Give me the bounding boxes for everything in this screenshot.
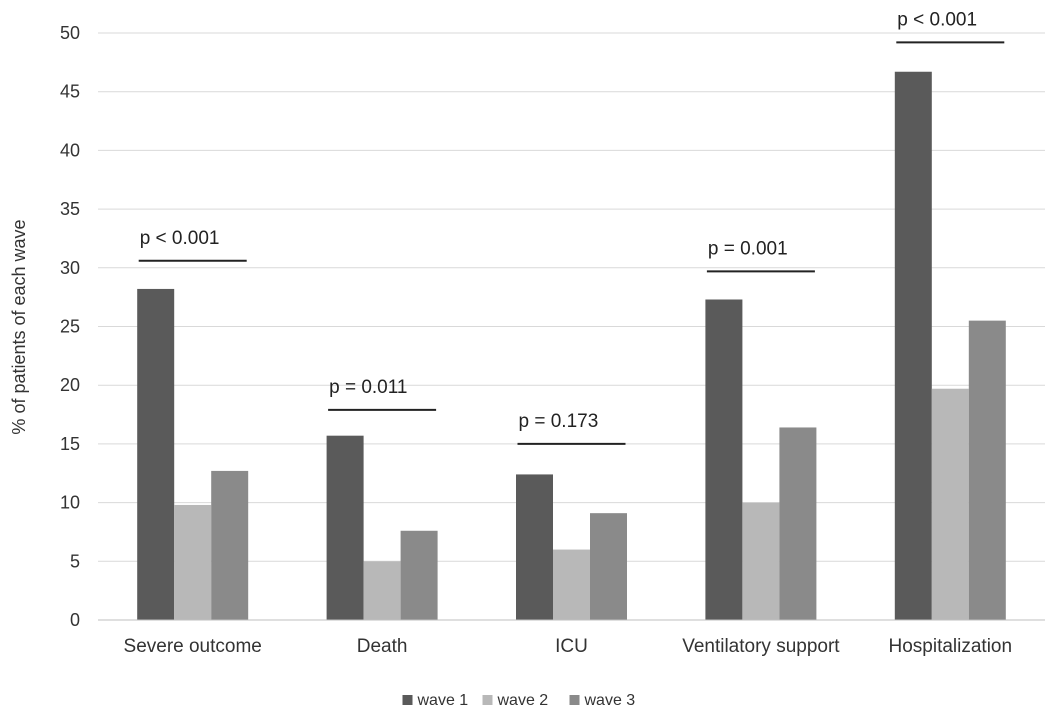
bar-wave-2-death [363, 561, 401, 620]
bar-wave-3-severe-outcome [211, 470, 249, 620]
legend-swatch [569, 695, 580, 705]
bar-wave-2-hospitalization [931, 388, 969, 620]
y-tick-label: 0 [70, 610, 80, 630]
y-tick-label: 40 [60, 140, 80, 160]
annotation-layer: p < 0.001 p = 0.011 p = 0.173 p = 0.001 p < … [138, 9, 1005, 445]
bar-wave-1-icu [516, 474, 553, 620]
x-tick-label: Ventilatory support [682, 636, 840, 657]
y-tick-label: 50 [60, 23, 80, 43]
bar-wave-1-severe-outcome [137, 288, 175, 620]
legend-label: wave 1 [417, 692, 469, 709]
x-tick-label: Death [357, 636, 408, 657]
bar-wave-3-hospitalization [968, 320, 1006, 620]
grid-layer: 0 5 10 15 20 25 30 35 40 45 50 [60, 23, 1045, 630]
bar-wave-3-death [400, 530, 438, 620]
y-tick-label: 35 [60, 199, 80, 219]
y-axis-title: % of patients of each wave [9, 219, 29, 434]
legend: wave 1 wave 2 wave 3 [402, 692, 636, 709]
bar-wave-1-ventilatory-support [705, 299, 743, 620]
bar-wave-2-severe-outcome [174, 504, 212, 620]
bar-wave-1-hospitalization [894, 71, 932, 620]
p-value-label: p < 0.001 [140, 228, 220, 249]
y-tick-label: 20 [60, 375, 80, 395]
x-tick-label: ICU [555, 636, 588, 657]
legend-label: wave 3 [584, 692, 636, 709]
p-value-label: p = 0.001 [708, 238, 788, 259]
y-tick-label: 10 [60, 493, 80, 513]
bar-wave-3-icu [590, 513, 627, 620]
x-tick-label: Hospitalization [889, 636, 1013, 657]
y-tick-label: 30 [60, 258, 80, 278]
y-tick-label: 15 [60, 434, 80, 454]
p-value-label: p < 0.001 [897, 9, 977, 30]
bars-layer [137, 71, 1006, 620]
x-tick-label: Severe outcome [124, 636, 262, 657]
legend-swatch [402, 695, 413, 705]
legend-swatch [482, 695, 493, 705]
p-value-label: p = 0.173 [519, 411, 599, 432]
bar-wave-3-ventilatory-support [779, 427, 817, 620]
y-tick-label: 45 [60, 82, 80, 102]
bar-wave-1-death [326, 435, 364, 620]
bar-wave-2-ventilatory-support [742, 502, 780, 620]
legend-label: wave 2 [497, 692, 549, 709]
bar-wave-2-icu [553, 549, 590, 620]
p-value-label: p = 0.011 [329, 377, 407, 398]
axis-layer: Severe outcome Death ICU Ventilatory suppor… [98, 619, 1045, 657]
y-tick-label: 25 [60, 317, 80, 337]
y-tick-label: 5 [70, 551, 80, 571]
